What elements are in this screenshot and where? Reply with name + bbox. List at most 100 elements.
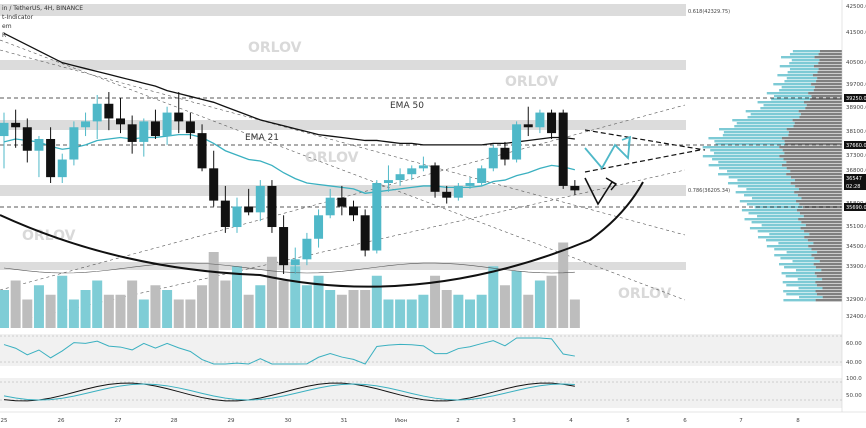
channel-bottom-line	[584, 149, 701, 173]
price-tag: 35690.00	[846, 205, 866, 211]
candle-body	[500, 147, 510, 160]
candle-body	[512, 124, 522, 160]
price-tick: 35100.00	[846, 224, 866, 230]
price-axis[interactable]: 42500.00 41500.00 40500.00 39700.00 38900.00…	[841, 0, 866, 412]
volume-bar	[0, 290, 9, 328]
profile-bar	[784, 80, 817, 83]
candle-body	[197, 133, 207, 169]
time-tick: Июн	[395, 418, 408, 424]
profile-bar	[773, 95, 812, 98]
sr-band	[0, 262, 686, 270]
profile-bar	[811, 95, 842, 98]
profile-bar	[737, 179, 795, 182]
candle-body	[104, 103, 114, 119]
volume-bar	[45, 294, 56, 328]
time-tick: 28	[171, 418, 178, 424]
time-tick: 29	[228, 418, 235, 424]
profile-bar	[774, 248, 812, 251]
profile-bar	[747, 116, 800, 119]
profile-bar	[744, 218, 799, 221]
profile-bar	[789, 53, 819, 56]
profile-bar	[816, 80, 842, 83]
time-tick: 4	[569, 418, 573, 424]
price-tag-box	[844, 182, 866, 190]
volume-bar	[162, 290, 173, 328]
profile-bar	[787, 71, 818, 74]
profile-bar	[727, 170, 791, 173]
candle-body	[407, 168, 417, 175]
profile-bar	[798, 287, 823, 290]
volume-bar	[22, 299, 33, 328]
profile-bar	[791, 59, 820, 62]
profile-bar	[804, 230, 842, 233]
profile-bar	[798, 188, 842, 191]
profile-bar	[715, 143, 786, 146]
profile-bar	[796, 200, 842, 203]
profile-bar	[793, 125, 842, 128]
profile-bar	[769, 233, 810, 236]
cup-arc	[0, 181, 644, 288]
profile-bar	[757, 215, 804, 218]
profile-bar	[800, 227, 842, 230]
candles	[0, 92, 580, 274]
profile-bar	[796, 209, 842, 212]
profile-bar	[751, 221, 802, 224]
volume-bar	[138, 299, 149, 328]
price-tag-box	[844, 94, 866, 102]
profile-bar	[713, 152, 785, 155]
time-axis[interactable]: 25 26 27 28 29 30 31 Июн 2 3 4 5 6 7 8	[0, 411, 866, 424]
sr-band	[0, 60, 686, 70]
candle-body	[46, 138, 56, 178]
volume-bar	[558, 242, 569, 328]
support-resistance-bands	[0, 4, 686, 270]
volume-bar	[313, 275, 324, 328]
volume-bars	[0, 242, 580, 328]
price-tick: 32900.00	[846, 297, 866, 303]
volume-bar	[185, 299, 196, 328]
arrow-head	[621, 135, 632, 147]
volume-bar	[115, 294, 126, 328]
candle-body	[220, 200, 230, 228]
profile-bar	[822, 278, 842, 281]
profile-bar	[797, 278, 823, 281]
profile-bar	[808, 92, 842, 95]
stoch-k-line	[3, 382, 575, 402]
profile-bar	[779, 263, 814, 266]
profile-bar	[784, 152, 842, 155]
volume-bar	[232, 266, 242, 328]
profile-bar	[779, 65, 814, 68]
profile-bar	[736, 122, 795, 125]
profile-bar	[814, 56, 842, 59]
watermark-text: ORLOV	[618, 286, 672, 302]
time-tick: 2	[456, 418, 460, 424]
candle-body	[209, 168, 219, 201]
stoch-panel	[0, 378, 842, 408]
profile-bar	[794, 191, 842, 194]
volume-bar	[383, 299, 394, 328]
profile-bar	[810, 98, 842, 101]
profile-bar	[815, 281, 842, 284]
profile-bar	[789, 68, 819, 71]
profile-bar	[795, 185, 842, 188]
arrow-head	[605, 177, 618, 191]
volume-bar	[406, 299, 417, 328]
profile-bar	[761, 224, 806, 227]
profile-bar	[792, 260, 820, 263]
profile-bar	[797, 194, 842, 197]
profile-bar	[714, 140, 785, 143]
profile-bar	[771, 98, 811, 101]
candle-body	[302, 238, 312, 260]
volume-bar	[453, 294, 464, 328]
profile-bar	[806, 104, 842, 107]
profile-bar	[702, 155, 780, 158]
stoch-tick: 100.0	[846, 376, 862, 382]
price-tick: 39700.00	[846, 82, 866, 88]
profile-bar	[792, 119, 842, 122]
profile-bar	[813, 65, 842, 68]
candle-body	[290, 259, 300, 266]
volume-bar	[325, 290, 336, 328]
profile-bar	[739, 200, 797, 203]
profile-bar	[815, 290, 842, 293]
